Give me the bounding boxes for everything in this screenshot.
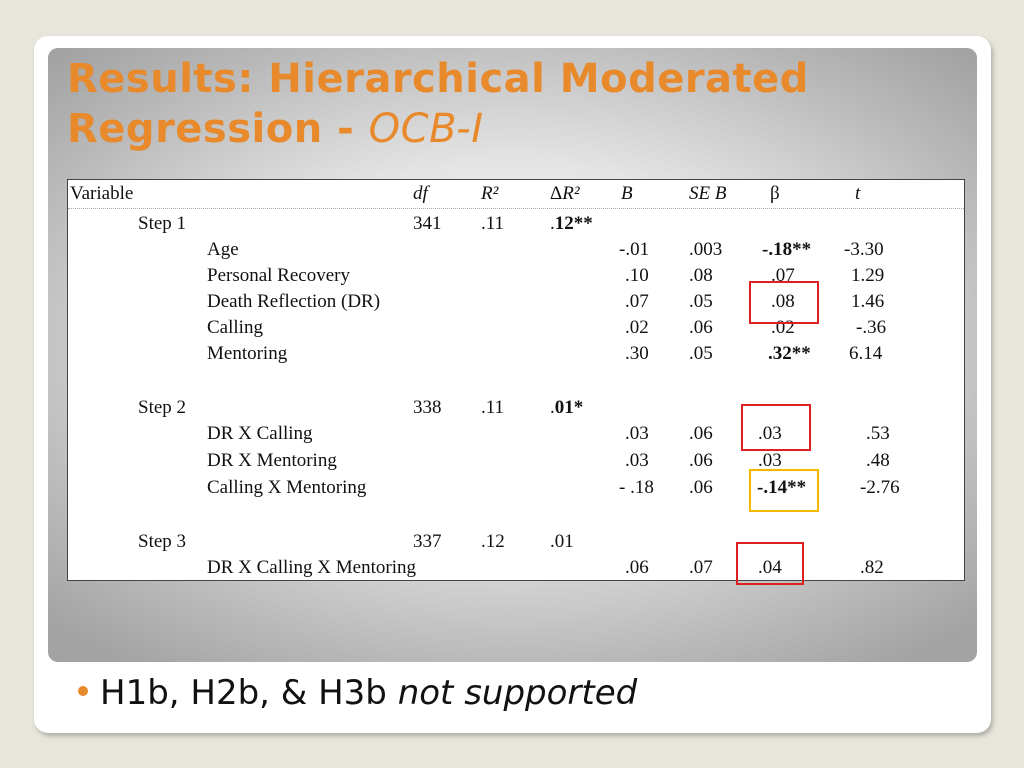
step-df: 338 (413, 397, 442, 418)
header-beta: β (770, 183, 780, 204)
table-row-b: .07 (625, 291, 649, 312)
table-row-se-b: .06 (689, 477, 713, 498)
highlight-box-dr (749, 281, 819, 324)
table-row-t: .82 (860, 557, 884, 578)
bullet-italic: not supported (397, 673, 638, 713)
table-row-variable: Age (207, 239, 239, 260)
table-row-beta: .03 (758, 423, 782, 444)
bullet-text: H1b, H2b, & H3b (100, 673, 398, 713)
slide-title: Results: Hierarchical Moderated Regressi… (67, 54, 967, 154)
table-row-t: 1.29 (851, 265, 885, 286)
table-row-se-b: .05 (689, 291, 713, 312)
table-row-beta: .32** (768, 343, 811, 364)
table-row-t: -2.76 (860, 477, 900, 498)
header-r2: R² (481, 183, 499, 204)
table-row-b: .03 (625, 423, 649, 444)
step-label: Step 1 (138, 213, 187, 234)
step-delta-r2: .01* (550, 397, 584, 418)
table-row-se-b: .07 (689, 557, 713, 578)
table-row-beta: .03 (758, 450, 782, 471)
bullet-dot-icon (78, 685, 88, 696)
header-delta-symbol: Δ (550, 183, 563, 204)
table-row-b: -.01 (619, 239, 650, 260)
step-delta-r2: .12** (550, 213, 593, 234)
table-row-t: .53 (866, 423, 890, 444)
step-delta-r2: .01 (550, 531, 574, 552)
table-row-se-b: .05 (689, 343, 713, 364)
table-row-t: 6.14 (849, 343, 883, 364)
table-row-beta: .04 (758, 557, 782, 578)
table-row-se-b: .06 (689, 450, 713, 471)
step-label: Step 2 (138, 397, 187, 418)
table-row-b: .10 (625, 265, 649, 286)
table-row-se-b: .003 (689, 239, 723, 260)
table-row-variable: DR X Calling X Mentoring (207, 557, 416, 578)
table-row-beta: .07 (771, 265, 795, 286)
table-row-b: .03 (625, 450, 649, 471)
table-row-t: -3.30 (844, 239, 884, 260)
table-row-variable: Calling (207, 317, 263, 338)
table-row-b: .30 (625, 343, 649, 364)
step-r2: .12 (481, 531, 505, 552)
table-row-variable: Death Reflection (DR) (207, 291, 381, 312)
title-line-2: Regression - (67, 106, 369, 152)
table-row-se-b: .06 (689, 423, 713, 444)
step-r2: .11 (481, 397, 505, 418)
header-delta-r: R² (562, 183, 580, 204)
header-b: B (621, 183, 633, 204)
highlight-box-step3 (736, 542, 804, 585)
table-row-t: .48 (866, 450, 890, 471)
header-delta-r2: ΔR² (550, 182, 580, 206)
header-se-b: SE B (689, 183, 727, 204)
step-df: 341 (413, 213, 442, 234)
table-row-se-b: .06 (689, 317, 713, 338)
title-italic: OCB-I (368, 106, 484, 152)
table-row-beta: -.18** (762, 239, 812, 260)
highlight-box-calling-mentoring (749, 469, 819, 512)
table-row-t: -.36 (856, 317, 887, 338)
table-row-se-b: .08 (689, 265, 713, 286)
header-t: t (855, 183, 861, 204)
table-row-variable: DR X Calling (207, 423, 313, 444)
bullet-item: H1b, H2b, & H3b not supported (78, 670, 637, 716)
table-row-beta: .08 (771, 291, 795, 312)
step-label: Step 3 (138, 531, 187, 552)
table-row-variable: Personal Recovery (207, 265, 350, 286)
table-row-variable: Calling X Mentoring (207, 477, 367, 498)
step-df: 337 (413, 531, 442, 552)
title-line-1: Results: Hierarchical Moderated (67, 56, 809, 102)
header-divider (68, 208, 964, 209)
header-df: df (413, 183, 428, 204)
table-row-b: .02 (625, 317, 649, 338)
table-row-b: .06 (625, 557, 649, 578)
table-row-variable: Mentoring (207, 343, 288, 364)
regression-table: Variable df R² ΔR² B SE B β t Step 1 341… (67, 179, 965, 585)
highlight-box-step2 (741, 404, 811, 451)
table-row-t: 1.46 (851, 291, 885, 312)
table-row-variable: DR X Mentoring (207, 450, 337, 471)
header-variable: Variable (70, 183, 134, 204)
table-row-beta: -.14** (757, 477, 807, 498)
table-row-b: - .18 (619, 477, 654, 498)
step-r2: .11 (481, 213, 505, 234)
